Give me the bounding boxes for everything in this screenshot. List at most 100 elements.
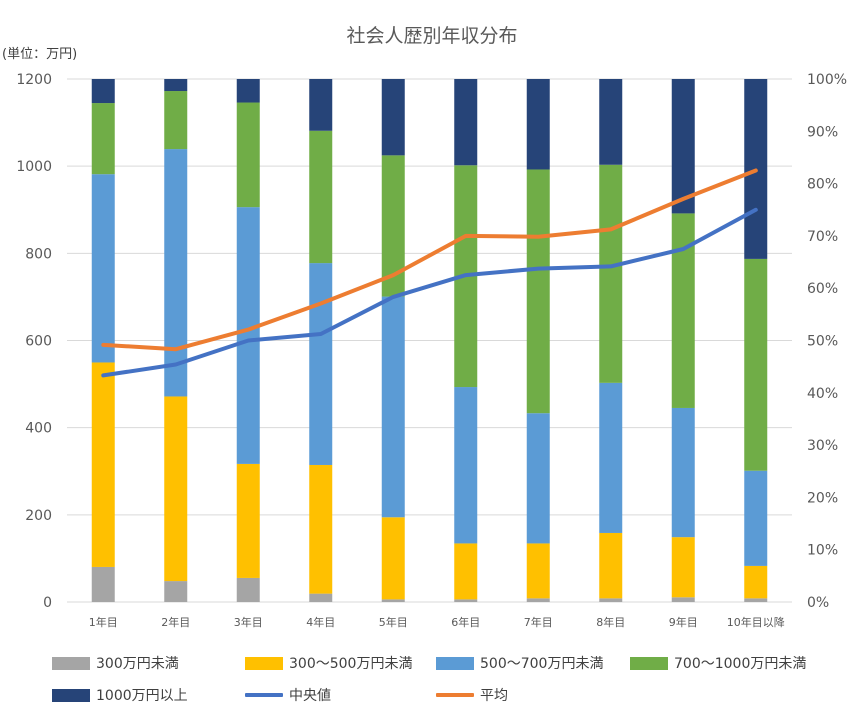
bar-segment [236,207,260,464]
bar-segment [236,577,260,602]
bar-segment [526,169,550,414]
category-label: 8年目 [596,615,625,629]
right-axis-tick-label: 20% [807,490,838,506]
bar-segment [526,598,550,602]
right-axis-tick-label: 100% [807,72,847,88]
bar-segment [309,263,333,465]
bar-segment [164,396,188,582]
bar-segment [236,79,260,103]
bar-segment [164,581,188,602]
bar-segment [309,593,333,602]
bar-segment [91,362,115,567]
category-label: 3年目 [234,615,263,629]
legend-label: 700～1000万円未満 [674,656,807,672]
category-label: 10年目以降 [727,615,785,629]
legend-swatch [245,693,283,697]
legend-label: 1000万円以上 [96,688,188,704]
bar-segment [309,79,333,131]
bar-segment [526,79,550,170]
bar-segment [671,213,695,408]
left-axis-tick-label: 200 [25,508,52,524]
category-label: 2年目 [161,615,190,629]
right-axis-tick-label: 40% [807,386,838,402]
unit-label: (単位：万円) [2,46,77,62]
bar-segment [454,387,478,544]
legend-item-500-700: 500～700万円未満 [436,653,603,673]
bar-segment [744,470,768,566]
left-axis-tick-label: 800 [25,246,52,262]
bar-segment [91,566,115,602]
bar-segment [599,382,623,533]
bar-segment [381,79,405,156]
bar-segment [454,79,478,166]
bar-segment [744,598,768,602]
bar-segment [381,155,405,297]
bar-segment [671,597,695,602]
category-label: 5年目 [379,615,408,629]
legend-item-300-500: 300～500万円未満 [245,653,412,673]
legend-label: 500～700万円未満 [480,656,604,672]
bar-segment [236,102,260,208]
left-axis-tick-label: 600 [25,334,52,350]
legend-label: 中央値 [289,688,331,704]
legend: 300万円未満 300～500万円未満 500～700万円未満 700～1000… [0,645,865,715]
bar-segment [91,103,115,175]
legend-label: 300万円未満 [96,656,179,672]
legend-swatch [436,656,474,670]
right-axis-tick-label: 80% [807,177,838,193]
legend-swatch [630,656,668,670]
bar-segment [454,599,478,602]
legend-swatch [52,688,90,702]
bar-segment [526,543,550,599]
bar-segment [309,130,333,264]
bar-segment [454,543,478,600]
legend-swatch [245,656,283,670]
right-axis-tick-label: 70% [807,229,838,245]
category-label: 7年目 [524,615,553,629]
bar-segment [671,537,695,598]
legend-label: 平均 [480,688,508,704]
left-axis-tick-label: 0 [43,595,52,611]
bar-segment [671,79,695,214]
chart: 社会人歴別年収分布 (単位：万円) 020040060080010001200 … [2,25,847,629]
bar-segment [91,174,115,363]
legend-item-under-300: 300万円未満 [52,653,179,673]
category-label: 6年目 [451,615,480,629]
bar-segment [744,565,768,599]
bar-segment [526,413,550,544]
right-axis-tick-label: 60% [807,281,838,297]
bar-segment [164,79,188,92]
right-axis-tick-label: 50% [807,334,838,350]
line-series [101,168,758,352]
category-label: 4年目 [306,615,335,629]
legend-item-700-1000: 700～1000万円未満 [630,653,806,673]
left-axis-tick-label: 400 [25,421,52,437]
bar-segment [599,532,623,599]
left-axis-tick-label: 1200 [16,72,52,88]
bar-segment [381,517,405,600]
bar-segment [599,598,623,602]
legend-swatch [52,656,90,670]
chart-title: 社会人歴別年収分布 [346,25,517,47]
legend-item-median: 中央値 [245,685,331,705]
bar-segment [236,463,260,578]
line-series [101,207,758,378]
bar-segment [164,149,188,397]
left-axis-tick-label: 1000 [16,159,52,175]
bar-segment [164,91,188,150]
right-axis-tick-label: 10% [807,543,838,559]
bar-segment [744,258,768,471]
bar-segment [599,164,623,383]
bar-segment [381,599,405,602]
right-axis-tick-label: 90% [807,124,838,140]
category-label: 9年目 [669,615,698,629]
right-axis-tick-label: 30% [807,438,838,454]
legend-label: 300～500万円未満 [289,656,413,672]
bar-segment [309,464,333,594]
bar-segment [91,79,115,104]
bar-segment [599,79,623,165]
legend-swatch [436,693,474,697]
bar-segment [671,407,695,538]
category-label: 1年目 [89,615,118,629]
bar-segment [381,296,405,518]
